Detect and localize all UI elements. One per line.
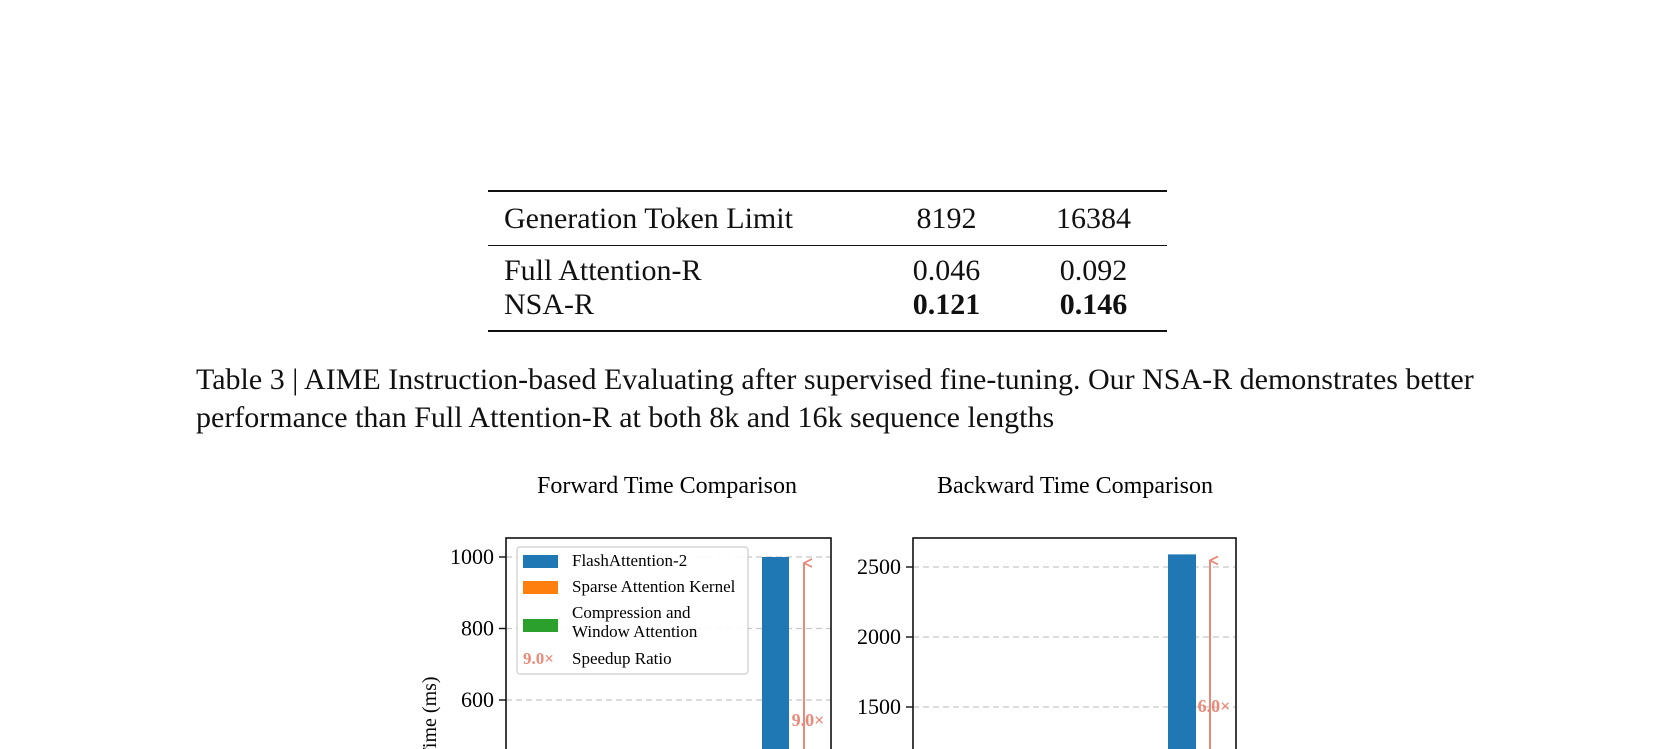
table-header-cell: 16384	[1056, 201, 1131, 235]
legend-label: Speedup Ratio	[572, 649, 672, 668]
speedup-ratio-label: 6.0×	[1198, 696, 1231, 716]
y-tick-label: 600	[461, 687, 494, 712]
bars	[762, 557, 789, 749]
legend-label: Sparse Attention Kernel	[572, 577, 736, 596]
table-header-cell: 8192	[916, 201, 977, 235]
legend-label-line: Compression and	[572, 603, 691, 622]
plot-frame	[505, 537, 832, 749]
chart-title: Backward Time Comparison	[937, 473, 1213, 499]
legend-speedup-symbol: 9.0×	[523, 649, 554, 668]
table-cell: 0.146	[1059, 288, 1128, 321]
table-header-cell: Generation Token Limit	[504, 201, 793, 235]
legend-swatch-sparse	[523, 581, 558, 594]
legend-frame	[516, 546, 749, 675]
chart-legend: FlashAttention-2 Sparse Attention Kernel…	[516, 546, 749, 675]
table-row-label: NSA-R	[504, 288, 595, 321]
y-tick-label: 2500	[857, 554, 901, 579]
forward-time-chart: Forward Time Comparison 9.0× 6008001000 …	[419, 473, 832, 749]
legend-label-line: Window Attention	[572, 622, 698, 641]
bar-flashattention-2	[762, 557, 789, 749]
chart-title: Forward Time Comparison	[537, 473, 797, 499]
bar-flashattention-2	[1168, 554, 1196, 749]
table-header-row: Generation Token Limit 8192 16384	[488, 191, 1167, 246]
results-table: Generation Token Limit 8192 16384 Full A…	[488, 190, 1167, 332]
table-row: NSA-R 0.121 0.146	[488, 288, 1167, 331]
table-cell: 0.121	[912, 288, 981, 321]
backward-time-chart: Backward Time Comparison 6.0× 1500 2000 25…	[857, 473, 1237, 749]
legend-swatch-flash	[523, 555, 558, 568]
table-row: Full Attention-R 0.046 0.092	[488, 246, 1167, 289]
speedup-arrows: 6.0×	[1198, 560, 1231, 749]
y-axis-label: Time (ms)	[419, 676, 441, 749]
bars	[1168, 554, 1196, 749]
table-row-label: Full Attention-R	[504, 254, 702, 287]
gridlines	[913, 566, 1236, 708]
legend-label: FlashAttention-2	[572, 551, 687, 570]
y-ticks: 600 800 1000	[450, 544, 506, 712]
table-cell: 0.092	[1059, 254, 1128, 287]
legend-label-multiline: Compression and Window Attention	[572, 603, 698, 641]
y-tick-label: 1000	[450, 544, 494, 569]
speedup-ratio-label: 9.0×	[792, 710, 825, 730]
y-ticks: 1500 2000 2500	[857, 554, 913, 719]
table-caption: Table 3 | AIME Instruction-based Evaluat…	[196, 363, 1474, 434]
legend-swatch-compression	[523, 619, 558, 632]
y-tick-label: 2000	[857, 624, 901, 649]
y-tick-label: 800	[461, 616, 494, 641]
speedup-arrows: 9.0×	[792, 563, 825, 749]
y-tick-label: 1500	[857, 694, 901, 719]
table-cell: 0.046	[912, 254, 981, 287]
plot-frame	[912, 537, 1237, 749]
